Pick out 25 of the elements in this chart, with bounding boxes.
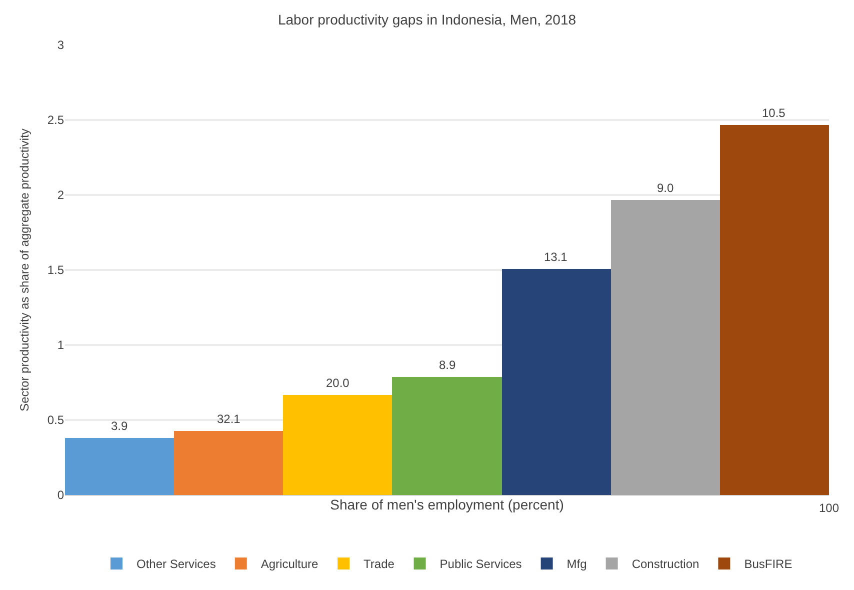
- y-tick-label: 3: [57, 38, 64, 52]
- chart-title: Labor productivity gaps in Indonesia, Men, 2018: [278, 12, 576, 28]
- y-tick-label: 1: [57, 338, 64, 352]
- text: 100: [819, 501, 840, 515]
- y-tick-label: 0.5: [47, 413, 64, 428]
- y-tick-label: 1.5: [47, 263, 64, 278]
- legend-label: Agriculture: [260, 557, 319, 572]
- y-tick-label: 2.5: [47, 113, 64, 128]
- annotation: 10.5: [762, 106, 786, 120]
- annotation: 32.1: [217, 412, 241, 426]
- legend-label: Construction: [632, 557, 700, 572]
- annotation: 8.9: [439, 358, 456, 372]
- annotation: 3.9: [111, 419, 128, 433]
- y-axis-title: Sector productivity as share of aggregate productivity: [18, 128, 32, 412]
- legend-label: Trade: [364, 557, 395, 572]
- legend-label: Mfg: [566, 557, 587, 572]
- legend-label: Public Services: [440, 557, 522, 572]
- y-tick-label: 2: [57, 188, 64, 202]
- legend-label: Other Services: [136, 557, 216, 572]
- annotation: 13.1: [544, 250, 568, 264]
- annotation: 9.0: [657, 181, 674, 195]
- x-axis-title: Share of men's employment (percent): [330, 496, 564, 513]
- y-tick-label: 0: [57, 488, 64, 502]
- legend-label: BusFIRE: [744, 557, 792, 572]
- annotation: 20.0: [326, 376, 350, 390]
